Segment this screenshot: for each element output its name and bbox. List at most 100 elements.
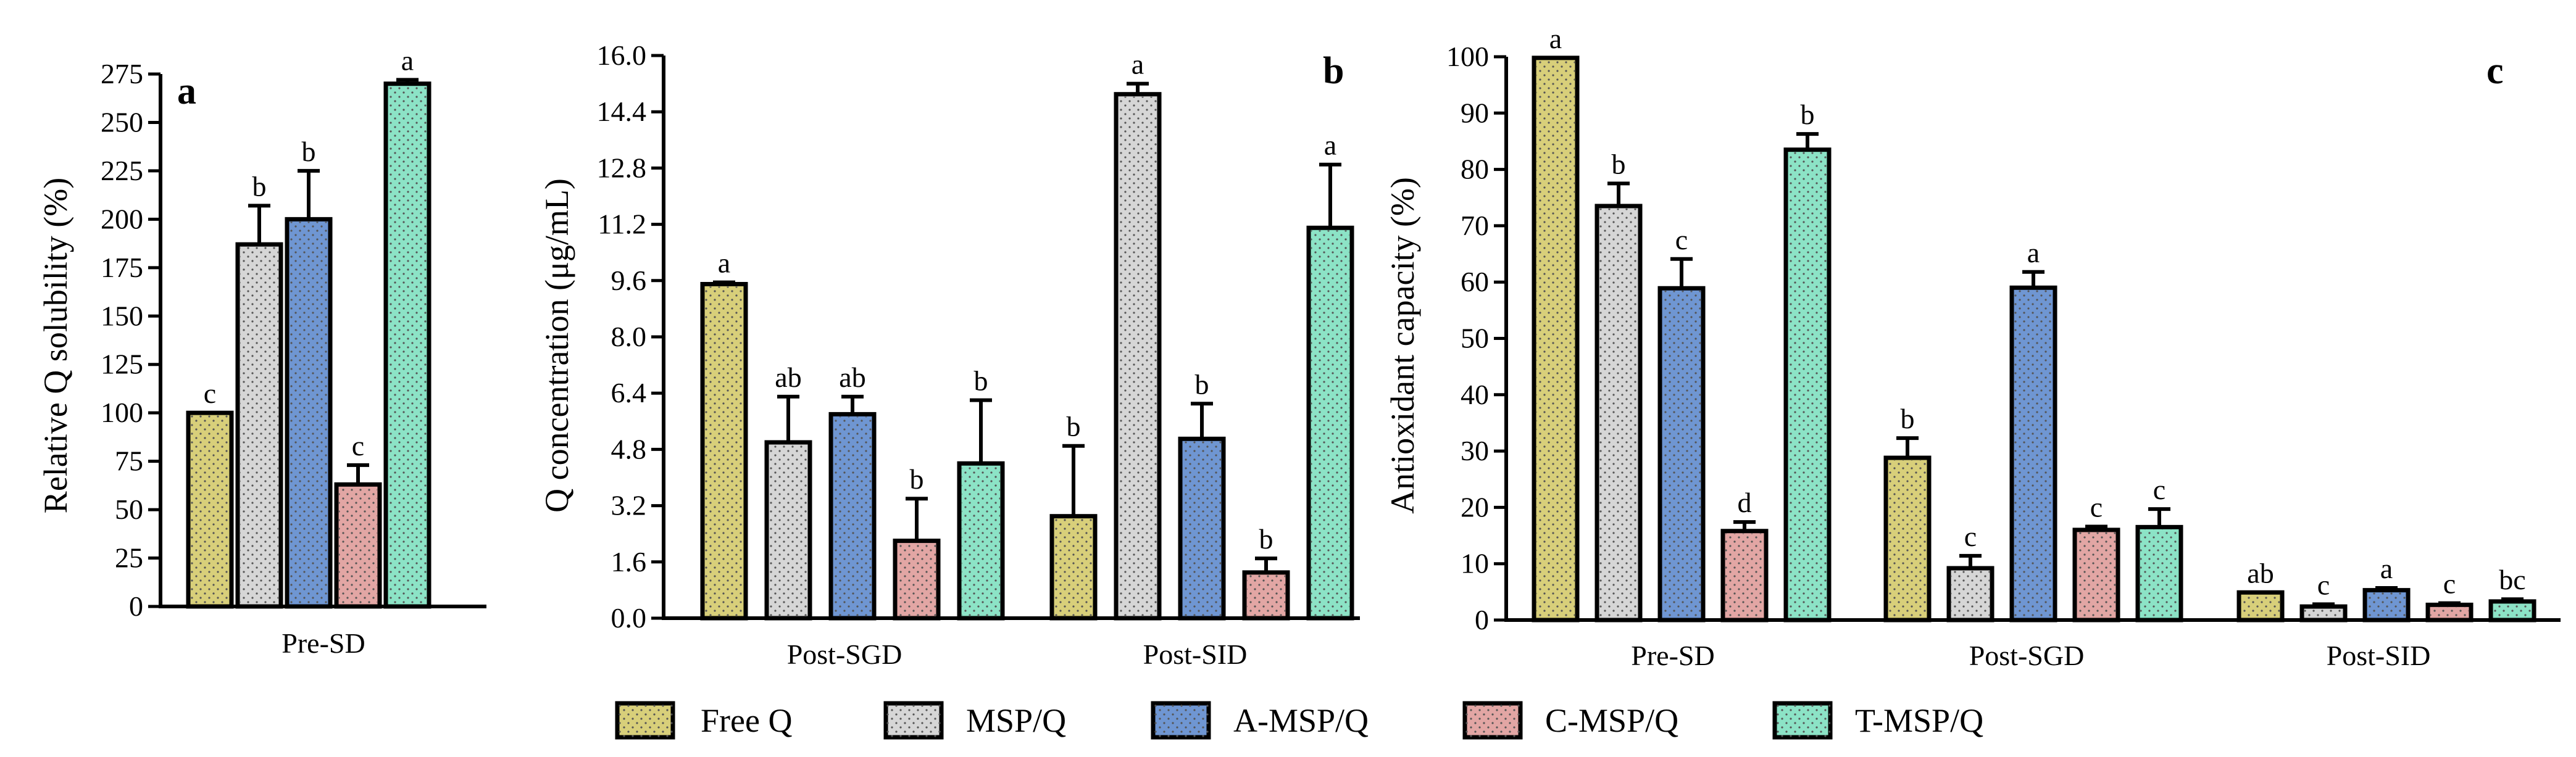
y-tick-label: 200 xyxy=(101,203,143,234)
significance-label: c xyxy=(1675,224,1688,255)
y-tick-label: 1.6 xyxy=(611,546,647,577)
bar xyxy=(2009,285,2057,623)
y-tick-label: 175 xyxy=(101,252,143,283)
significance-label: b xyxy=(974,365,988,397)
significance-label: ab xyxy=(2247,557,2274,589)
panel-b: 0.0 1.6 3.2 4.8 6.4 8.0 9.6 11.2 12.8 14.4 16.0 a a… xyxy=(538,39,1360,670)
y-tick-label: 12.8 xyxy=(597,152,647,183)
bar xyxy=(1532,56,1580,623)
bar xyxy=(285,217,333,609)
legend-swatch xyxy=(1151,701,1211,740)
bar xyxy=(2236,590,2285,623)
x-category-label: Post-SGD xyxy=(787,639,902,670)
significance-label: a xyxy=(1549,23,1562,54)
y-tick-label: 11.2 xyxy=(598,209,646,240)
y-tick-label: 0 xyxy=(129,590,143,622)
y-tick-label: 50 xyxy=(1461,323,1489,354)
bar xyxy=(383,81,431,609)
panel-letter-b: b xyxy=(1323,50,1344,92)
significance-label: a xyxy=(2380,553,2393,584)
significance-label: c xyxy=(2443,568,2456,600)
y-tick-label: 9.6 xyxy=(611,265,647,296)
bar xyxy=(764,440,812,621)
significance-label: b xyxy=(302,136,316,167)
legend-label: T-MSP/Q xyxy=(1855,702,1983,739)
legend-swatch xyxy=(615,701,675,740)
bar xyxy=(334,482,382,609)
y-tick-label: 14.4 xyxy=(597,96,647,127)
bar xyxy=(1114,92,1162,621)
bar xyxy=(1883,455,1932,623)
bar xyxy=(700,282,748,621)
bar xyxy=(1242,570,1290,621)
bar xyxy=(2072,527,2120,623)
bar xyxy=(2362,588,2411,623)
panel-letter-a: a xyxy=(177,70,196,112)
significance-label: b xyxy=(1901,403,1915,434)
y-tick-label: 80 xyxy=(1461,154,1489,185)
significance-label: a xyxy=(718,247,730,279)
x-category-label: Post-SID xyxy=(2327,640,2431,671)
y-tick-label: 20 xyxy=(1461,491,1489,523)
y-tick-label: 30 xyxy=(1461,435,1489,466)
x-category-label: Post-SID xyxy=(1143,639,1248,670)
bar xyxy=(1594,204,1643,623)
y-axis-label-a: Relative Q solubility (%) xyxy=(37,178,74,513)
y-tick-label: 40 xyxy=(1461,379,1489,410)
significance-label: ab xyxy=(775,362,801,393)
y-tick-label: 50 xyxy=(115,494,143,525)
significance-label: bc xyxy=(2499,564,2525,595)
significance-label: b xyxy=(910,463,924,495)
legend: Free Q MSP/Q A-MSP/Q C-MSP/Q T-MSP/Q xyxy=(615,701,1983,740)
y-tick-label: 125 xyxy=(101,349,143,380)
legend-item-c-msp-q: C-MSP/Q xyxy=(1462,701,1678,740)
significance-label: c xyxy=(1964,521,1977,552)
y-tick-label: 16.0 xyxy=(597,39,647,71)
bar xyxy=(1720,529,1769,623)
y-tick-label: 8.0 xyxy=(611,321,647,352)
bar xyxy=(1946,566,1995,623)
significance-label: b xyxy=(1612,148,1626,180)
y-tick-label: 150 xyxy=(101,300,143,331)
y-tick-label: 70 xyxy=(1461,210,1489,241)
y-tick-label: 10 xyxy=(1461,548,1489,579)
legend-item-t-msp-q: T-MSP/Q xyxy=(1772,701,1983,740)
legend-item-a-msp-q: A-MSP/Q xyxy=(1151,701,1369,740)
significance-label: d xyxy=(1738,487,1752,518)
panel-letter-c: c xyxy=(2486,50,2504,92)
panel-a: 0 25 50 75 100 125 150 175 200 225 250 275 c b b c a Re… xyxy=(37,44,486,659)
y-tick-label: 225 xyxy=(101,155,143,186)
significance-label: b xyxy=(252,170,267,202)
y-tick-label: 6.4 xyxy=(611,377,647,408)
significance-label: c xyxy=(204,378,216,409)
y-tick-label: 90 xyxy=(1461,97,1489,128)
y-tick-label: 60 xyxy=(1461,266,1489,297)
y-tick-label: 3.2 xyxy=(611,490,647,521)
x-category-label: Post-SGD xyxy=(1969,640,2085,671)
legend-swatch xyxy=(1772,701,1833,740)
y-tick-label: 75 xyxy=(115,445,143,477)
y-tick-label: 0.0 xyxy=(611,602,647,634)
significance-label: ab xyxy=(839,362,865,393)
bar xyxy=(1306,225,1354,621)
x-category-label: Pre-SD xyxy=(1631,640,1714,671)
legend-label: MSP/Q xyxy=(966,702,1066,739)
bar xyxy=(2488,599,2536,623)
significance-label: b xyxy=(1801,99,1815,130)
y-axis-label-b: Q concentration (μg/mL) xyxy=(538,178,575,513)
significance-label: c xyxy=(2090,491,2103,523)
bar xyxy=(893,539,941,621)
significance-label: b xyxy=(1067,411,1081,442)
significance-label: b xyxy=(1259,523,1273,555)
y-tick-label: 4.8 xyxy=(611,433,647,465)
significance-label: b xyxy=(1195,368,1209,400)
bar xyxy=(1657,286,1706,623)
legend-label: A-MSP/Q xyxy=(1233,702,1369,739)
y-tick-label: 25 xyxy=(115,542,143,574)
bar xyxy=(2135,524,2183,623)
bar xyxy=(2425,602,2474,623)
legend-label: Free Q xyxy=(701,702,792,739)
legend-label: C-MSP/Q xyxy=(1545,702,1678,739)
